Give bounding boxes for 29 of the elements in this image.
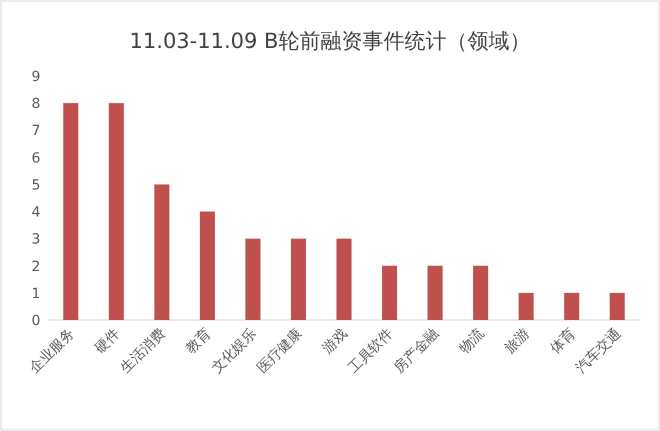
y-tick-label: 1 <box>32 286 40 302</box>
y-tick-label: 6 <box>32 150 41 166</box>
x-tick-label: 房产金融 <box>390 326 442 376</box>
bar <box>245 238 260 320</box>
bar <box>108 103 124 320</box>
bar <box>290 238 306 320</box>
bar <box>564 292 580 320</box>
bar <box>473 266 488 320</box>
y-tick-label: 8 <box>32 96 40 112</box>
y-tick-label: 2 <box>32 258 40 275</box>
x-tick-label: 旅游 <box>502 326 533 357</box>
bar <box>336 238 352 320</box>
x-tick-label: 游戏 <box>320 326 351 357</box>
bar <box>200 212 215 320</box>
x-tick-label: 物流 <box>456 326 488 357</box>
y-tick-label: 9 <box>32 69 40 85</box>
bar <box>610 292 625 320</box>
bar <box>154 184 170 320</box>
y-tick-label: 3 <box>32 232 40 248</box>
bar <box>63 103 78 320</box>
y-tick-label: 5 <box>32 177 40 194</box>
y-tick-label: 7 <box>32 123 40 140</box>
bar <box>382 266 398 320</box>
bar <box>428 266 443 320</box>
chart-title: 11.03-11.09 B轮前融资事件统计（领域） <box>130 29 530 53</box>
x-tick-label: 教育 <box>182 324 214 357</box>
bar <box>518 292 534 320</box>
y-tick-label: 4 <box>32 204 41 221</box>
x-tick-label: 医疗健康 <box>254 326 306 376</box>
